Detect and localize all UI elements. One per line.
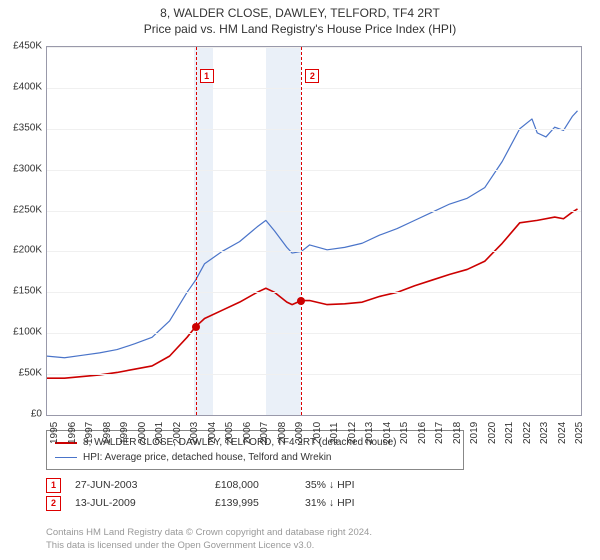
footer-line: Contains HM Land Registry data © Crown c… [46, 527, 372, 539]
x-axis-label: 2016 [417, 422, 428, 444]
legend-label: HPI: Average price, detached house, Telf… [83, 450, 332, 465]
sale-marker-icon: 1 [46, 478, 61, 493]
y-axis-label: £150K [0, 286, 42, 297]
y-axis-label: £100K [0, 327, 42, 338]
x-axis-label: 2013 [364, 422, 375, 444]
x-axis-label: 2012 [347, 422, 358, 444]
y-axis-label: £50K [0, 368, 42, 379]
y-axis-label: £350K [0, 122, 42, 133]
sale-date: 27-JUN-2003 [75, 479, 215, 491]
x-axis-label: 1995 [49, 422, 60, 444]
x-axis-label: 2023 [539, 422, 550, 444]
x-axis-label: 2021 [504, 422, 515, 444]
y-axis-label: £250K [0, 204, 42, 215]
sales-table: 1 27-JUN-2003 £108,000 35% ↓ HPI 2 13-JU… [46, 476, 445, 512]
sale-dot-icon [297, 297, 305, 305]
x-axis-label: 2025 [574, 422, 585, 444]
x-axis-label: 2007 [259, 422, 270, 444]
x-axis-label: 2004 [207, 422, 218, 444]
x-axis-label: 2010 [312, 422, 323, 444]
x-axis-label: 2014 [382, 422, 393, 444]
x-axis-label: 2020 [487, 422, 498, 444]
chart-plot-area: 12 [46, 46, 582, 416]
x-axis-label: 1998 [102, 422, 113, 444]
footer-attribution: Contains HM Land Registry data © Crown c… [46, 527, 372, 552]
legend-item: HPI: Average price, detached house, Telf… [55, 450, 455, 465]
sale-date: 13-JUL-2009 [75, 497, 215, 509]
x-axis-label: 2008 [277, 422, 288, 444]
sale-delta: 31% ↓ HPI [305, 497, 445, 509]
y-axis-label: £300K [0, 163, 42, 174]
chart-title: 8, WALDER CLOSE, DAWLEY, TELFORD, TF4 2R… [0, 0, 600, 37]
x-axis-label: 2011 [329, 422, 340, 444]
x-axis-label: 2009 [294, 422, 305, 444]
x-axis-label: 2002 [172, 422, 183, 444]
x-axis-label: 2019 [469, 422, 480, 444]
x-axis-label: 2006 [242, 422, 253, 444]
x-axis-label: 2003 [189, 422, 200, 444]
chart-svg [47, 47, 581, 415]
y-axis-label: £0 [0, 409, 42, 420]
x-axis-label: 2017 [434, 422, 445, 444]
footer-line: This data is licensed under the Open Gov… [46, 540, 372, 552]
x-axis-label: 2022 [522, 422, 533, 444]
sale-marker-icon: 2 [46, 496, 61, 511]
x-axis-label: 2000 [137, 422, 148, 444]
x-axis-label: 2001 [154, 422, 165, 444]
sale-marker-icon: 2 [305, 69, 319, 83]
sale-dot-icon [192, 323, 200, 331]
sale-price: £139,995 [215, 497, 305, 509]
table-row: 1 27-JUN-2003 £108,000 35% ↓ HPI [46, 476, 445, 494]
title-address: 8, WALDER CLOSE, DAWLEY, TELFORD, TF4 2R… [0, 6, 600, 22]
x-axis-label: 2024 [557, 422, 568, 444]
legend-item: 8, WALDER CLOSE, DAWLEY, TELFORD, TF4 2R… [55, 435, 455, 450]
legend-swatch [55, 457, 77, 458]
y-axis-label: £200K [0, 245, 42, 256]
x-axis-label: 2015 [399, 422, 410, 444]
y-axis-label: £450K [0, 41, 42, 52]
x-axis-label: 2018 [452, 422, 463, 444]
x-axis-label: 2005 [224, 422, 235, 444]
sale-marker-icon: 1 [200, 69, 214, 83]
x-axis-label: 1997 [84, 422, 95, 444]
x-axis-label: 1996 [67, 422, 78, 444]
table-row: 2 13-JUL-2009 £139,995 31% ↓ HPI [46, 494, 445, 512]
title-subtitle: Price paid vs. HM Land Registry's House … [0, 22, 600, 38]
sale-delta: 35% ↓ HPI [305, 479, 445, 491]
sale-price: £108,000 [215, 479, 305, 491]
x-axis-label: 1999 [119, 422, 130, 444]
y-axis-label: £400K [0, 81, 42, 92]
